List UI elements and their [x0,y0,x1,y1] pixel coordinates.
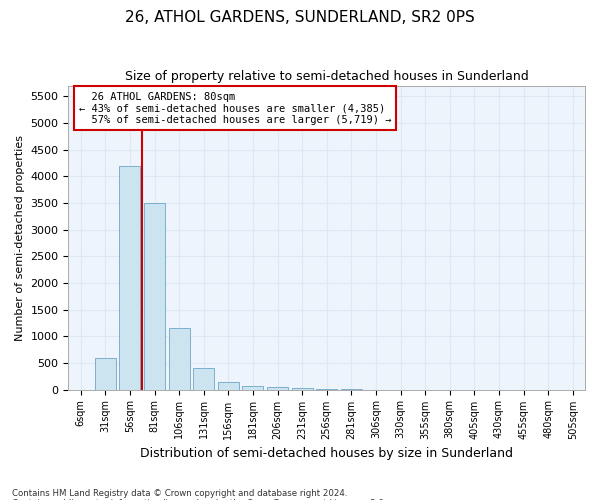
Bar [144,203,165,390]
Bar [169,328,190,390]
Bar [292,388,313,390]
Bar [119,166,140,390]
Bar [95,358,116,390]
Bar [267,387,288,390]
Bar [316,388,337,390]
Text: 26 ATHOL GARDENS: 80sqm
← 43% of semi-detached houses are smaller (4,385)
  57% : 26 ATHOL GARDENS: 80sqm ← 43% of semi-de… [79,92,391,125]
Text: 26, ATHOL GARDENS, SUNDERLAND, SR2 0PS: 26, ATHOL GARDENS, SUNDERLAND, SR2 0PS [125,10,475,25]
Bar [242,386,263,390]
Bar [341,389,362,390]
Title: Size of property relative to semi-detached houses in Sunderland: Size of property relative to semi-detach… [125,70,529,83]
Text: Contains public sector information licensed under the Open Government Licence v3: Contains public sector information licen… [12,498,386,500]
Bar [218,382,239,390]
Bar [193,368,214,390]
Text: Contains HM Land Registry data © Crown copyright and database right 2024.: Contains HM Land Registry data © Crown c… [12,488,347,498]
X-axis label: Distribution of semi-detached houses by size in Sunderland: Distribution of semi-detached houses by … [140,447,513,460]
Y-axis label: Number of semi-detached properties: Number of semi-detached properties [15,134,25,340]
